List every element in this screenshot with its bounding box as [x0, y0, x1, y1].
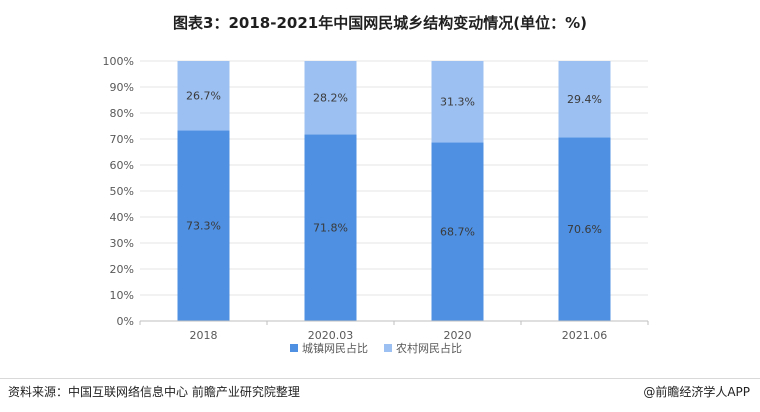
legend: 城镇网民占比 农村网民占比 [290, 341, 462, 355]
y-tick-label: 90% [110, 81, 134, 94]
footer-divider [0, 378, 760, 379]
bar-segment [304, 134, 357, 321]
bar-segment [431, 61, 484, 143]
x-tick-label: 2020.03 [308, 329, 354, 342]
bar-segment [558, 137, 611, 321]
bar-segment [177, 130, 230, 321]
y-tick-label: 100% [103, 55, 134, 68]
y-tick-label: 60% [110, 159, 134, 172]
bar-segment [558, 61, 611, 138]
brand-label: @前瞻经济学人APP [643, 385, 750, 399]
legend-label: 农村网民占比 [396, 341, 462, 355]
y-tick-label: 80% [110, 107, 134, 120]
bar-segment [304, 61, 357, 135]
legend-swatch [290, 344, 298, 352]
source-note: 资料来源：中国互联网络信息中心 前瞻产业研究院整理 [8, 385, 300, 399]
y-tick-label: 40% [110, 211, 134, 224]
data-label: 70.6% [567, 223, 602, 236]
stacked-bar-chart: 0% 10% 20% 30% 40% 50% 60% 70% 80% 90% 100% 73.3% 2… [103, 55, 649, 355]
y-tick-label: 0% [117, 315, 134, 328]
y-tick-label: 10% [110, 289, 134, 302]
data-label: 73.3% [186, 220, 221, 233]
x-axis: 2018 2020.03 2020 2021.06 [139, 320, 649, 342]
y-axis: 0% 10% 20% 30% 40% 50% 60% 70% 80% 90% 100% [103, 55, 134, 328]
y-tick-label: 50% [110, 185, 134, 198]
legend-label: 城镇网民占比 [302, 341, 368, 355]
data-label: 68.7% [440, 226, 475, 239]
chart-title: 图表3：2018-2021年中国网民城乡结构变动情况(单位：%) [173, 14, 587, 32]
data-label: 28.2% [313, 92, 348, 105]
data-labels: 73.3% 26.7% 71.8% 28.2% 68.7% 31.3% 70.6% 29.4% [186, 90, 602, 239]
x-tick-label: 2018 [190, 329, 218, 342]
data-label: 29.4% [567, 93, 602, 106]
data-label: 31.3% [440, 96, 475, 109]
bars [177, 61, 611, 321]
y-tick-label: 30% [110, 237, 134, 250]
bar-segment [431, 142, 484, 321]
legend-swatch [384, 344, 392, 352]
x-tick-label: 2021.06 [562, 329, 608, 342]
y-tick-label: 70% [110, 133, 134, 146]
x-tick-label: 2020 [444, 329, 472, 342]
bar-segment [177, 61, 230, 131]
data-label: 71.8% [313, 222, 348, 235]
y-tick-label: 20% [110, 263, 134, 276]
data-label: 26.7% [186, 90, 221, 103]
